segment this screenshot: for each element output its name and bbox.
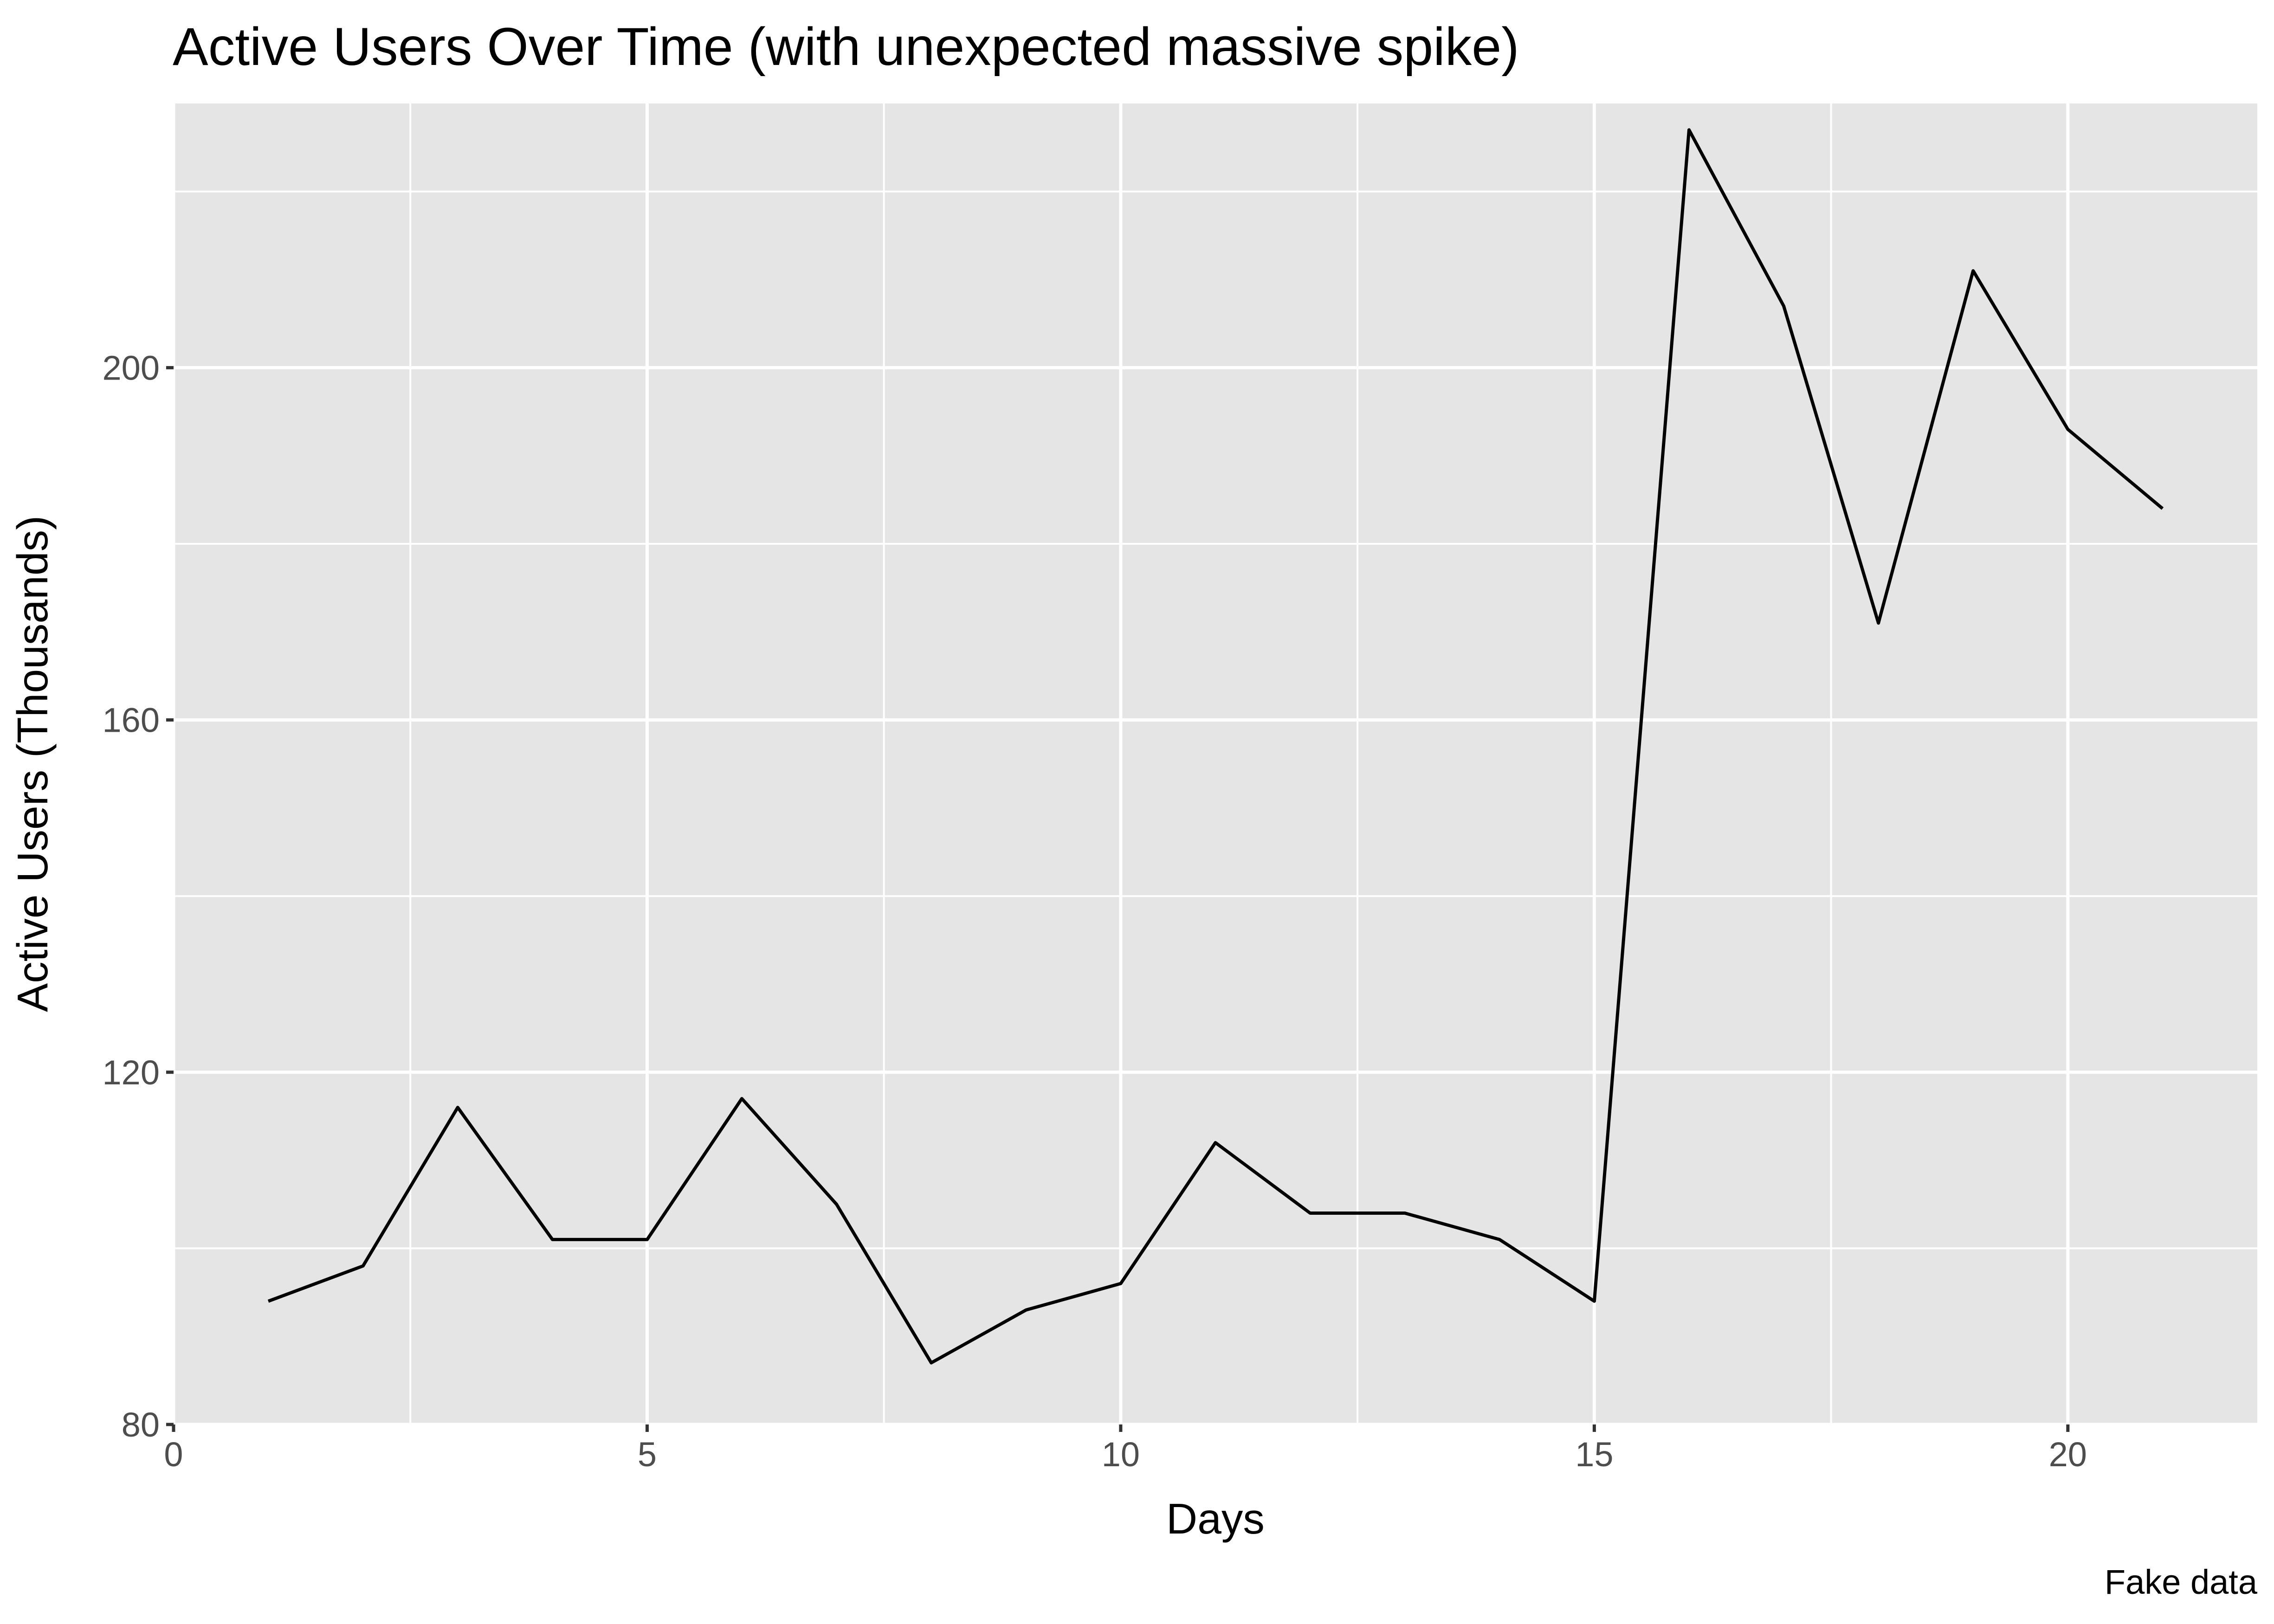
series-layer [267, 128, 2164, 1365]
x-tick-label: 15 [1575, 1435, 1613, 1474]
caption: Fake data [2105, 1563, 2258, 1601]
chart-title: Active Users Over Time (with unexpected … [173, 17, 1519, 77]
y-tick-label: 200 [103, 348, 160, 387]
y-tick-labels: 80 120 160 200 [103, 348, 160, 1444]
x-tick-label: 20 [2049, 1435, 2087, 1474]
plot-panel [174, 103, 2257, 1424]
y-tick-label: 120 [103, 1053, 160, 1092]
x-tick-label: 10 [1102, 1435, 1140, 1474]
series-line-1 [267, 128, 2164, 1365]
axis-ticks [166, 366, 2070, 1432]
y-tick-label: 160 [103, 701, 160, 740]
x-tick-label: 5 [638, 1435, 657, 1474]
y-tick-label: 80 [122, 1405, 160, 1444]
minor-gridlines [174, 103, 2257, 1424]
x-axis-title: Days [1166, 1495, 1265, 1543]
major-gridlines [172, 103, 2257, 1426]
x-tick-label: 0 [164, 1435, 183, 1474]
y-axis-title: Active Users (Thousands) [8, 516, 57, 1012]
x-tick-labels: 0 5 10 15 20 [164, 1435, 2087, 1474]
